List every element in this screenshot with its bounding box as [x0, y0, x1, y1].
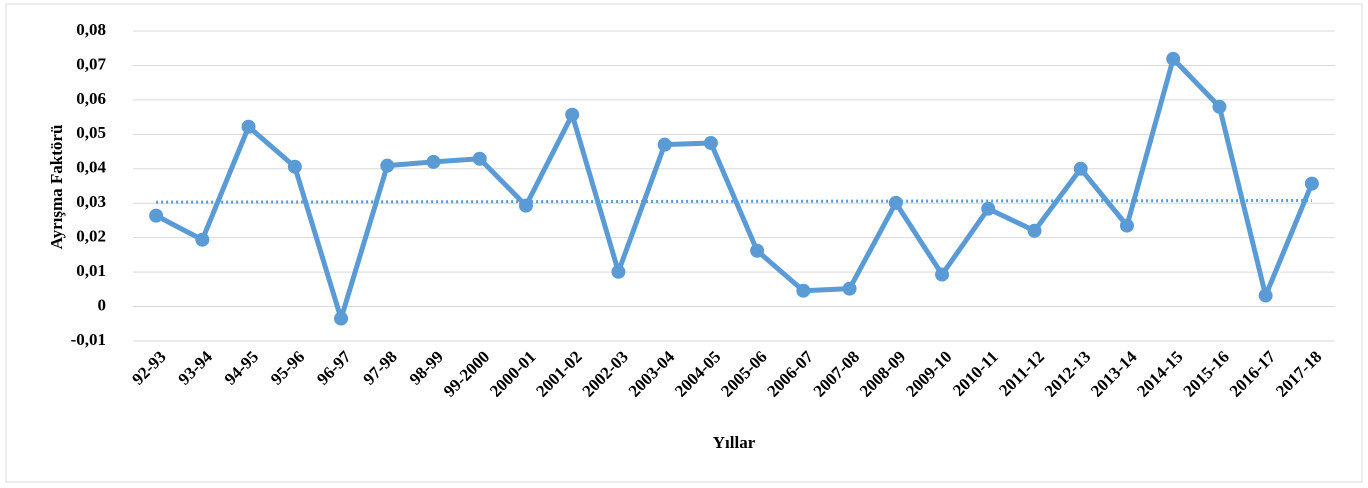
y-tick-label: 0 [98, 295, 107, 314]
y-tick-label: 0,07 [76, 54, 106, 73]
marker [472, 151, 487, 166]
marker [842, 281, 857, 296]
marker [195, 232, 210, 247]
marker [518, 198, 533, 213]
marker [1166, 51, 1181, 66]
y-tick-label: 0,06 [76, 89, 106, 108]
marker [981, 201, 996, 216]
marker [657, 137, 672, 152]
marker [750, 243, 765, 258]
y-tick-label: -0,01 [71, 330, 106, 349]
marker [149, 208, 164, 223]
marker [611, 264, 626, 279]
y-tick-label: 0,04 [76, 158, 106, 177]
y-tick-label: 0,02 [76, 227, 106, 246]
line [154, 56, 1315, 322]
marker [1073, 161, 1088, 176]
y-tick-label: 0,08 [76, 20, 106, 39]
marker [1304, 176, 1319, 191]
marker [1212, 99, 1227, 114]
marker [935, 267, 950, 282]
y-tick-label: 0,01 [76, 261, 106, 280]
marker [287, 159, 302, 174]
y-tick-label: 0,05 [76, 123, 106, 142]
marker [380, 158, 395, 173]
marker [334, 311, 349, 326]
marker [1258, 288, 1273, 303]
marker [796, 283, 811, 298]
marker [565, 107, 580, 122]
y-tick-label: 0,03 [76, 192, 106, 211]
chart-border [5, 3, 1363, 483]
marker [888, 195, 903, 210]
x-axis-title: Yıllar [713, 433, 756, 452]
marker [426, 154, 441, 169]
marker [1027, 223, 1042, 238]
marker [241, 119, 256, 134]
y-axis-title: Ayrışma Faktörü [47, 125, 66, 250]
marker [703, 135, 718, 150]
marker [1119, 218, 1134, 233]
